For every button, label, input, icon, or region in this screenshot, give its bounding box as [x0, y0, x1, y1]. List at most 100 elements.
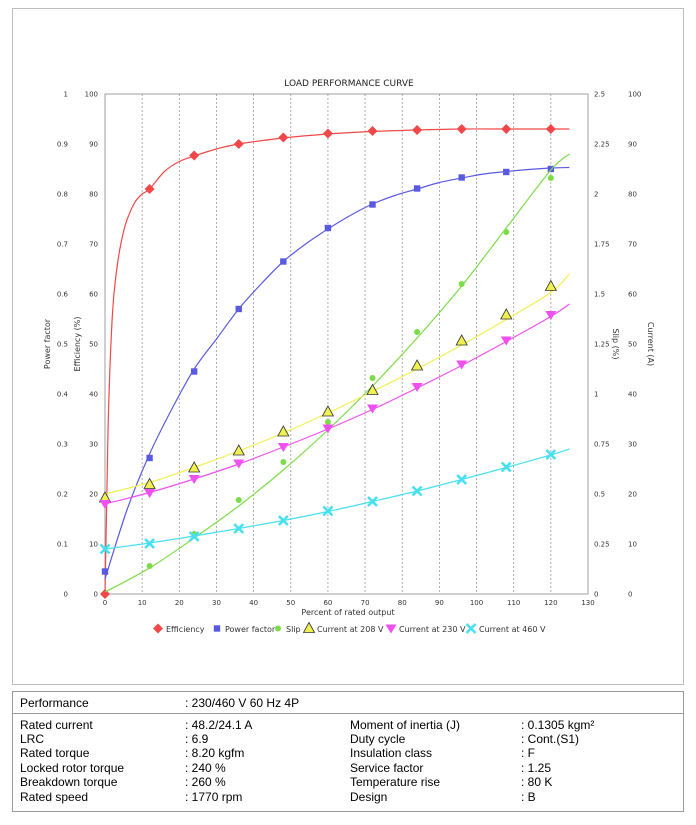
chart-frame: [12, 8, 684, 685]
series-current-at-230-v: [99, 303, 570, 509]
current-tick-label: 80: [628, 191, 637, 199]
power-factor-tick-label: 0.9: [57, 141, 68, 149]
spec-value: : 6.9: [185, 732, 209, 746]
legend-label: Slip: [286, 625, 301, 634]
spec-label: Breakdown torque: [20, 775, 118, 789]
efficiency-tick-label: 50: [89, 341, 98, 349]
current-axis-label: Current (A): [646, 322, 655, 366]
efficiency-point: [189, 150, 200, 161]
power-factor-tick-label: 0.4: [57, 391, 69, 399]
power-factor-point: [413, 185, 421, 192]
power-factor-point: [146, 454, 153, 462]
efficiency-tick-label: 100: [85, 91, 98, 99]
efficiency-point: [233, 139, 244, 149]
current-at-460-v-point: [367, 496, 378, 507]
spec-label: Insulation class: [350, 746, 433, 760]
x-tick-label: 50: [286, 599, 295, 607]
efficiency-point: [412, 125, 423, 135]
slip-tick-label: 0.25: [594, 541, 610, 549]
slip-axis-label: Slip (%): [611, 329, 620, 360]
power-factor-tick-label: 0.5: [57, 341, 68, 349]
current-at-460-v-point: [411, 485, 423, 497]
efficiency-tick-label: 60: [89, 291, 98, 299]
spec-label: Rated torque: [20, 746, 90, 760]
spec-header-row: Performance : 230/460 V 60 Hz 4P: [13, 692, 683, 714]
slip-tick-label: 1.5: [594, 291, 605, 299]
x-tick-label: 100: [470, 599, 483, 607]
x-tick-label: 70: [361, 599, 370, 607]
series-current-at-460-v: [99, 448, 570, 555]
power-factor-point: [503, 168, 510, 176]
legend-marker: [213, 625, 221, 632]
slip-point: [280, 459, 287, 465]
legend-marker: [153, 623, 163, 634]
x-tick-label: 60: [323, 599, 332, 607]
efficiency-tick-label: 30: [89, 441, 98, 449]
efficiency-point: [100, 589, 110, 599]
efficiency-tick-label: 40: [89, 391, 98, 399]
slip-tick-label: 2.5: [594, 91, 605, 99]
efficiency-tick-label: 20: [89, 491, 98, 499]
spec-label: Design: [350, 790, 388, 804]
current-at-460-v-point: [277, 515, 289, 526]
current-at-230-v-point: [500, 336, 512, 346]
slip-point: [146, 563, 153, 569]
power-factor-tick-label: 0.2: [57, 491, 68, 499]
current-tick-label: 70: [628, 241, 637, 249]
slip-tick-label: 2.25: [594, 141, 610, 149]
spec-label: Locked rotor torque: [20, 761, 125, 775]
efficiency-point: [545, 124, 556, 134]
power-factor-point: [235, 305, 242, 313]
current-at-230-v-line: [104, 303, 570, 505]
current-tick-label: 60: [628, 291, 637, 299]
x-tick-label: 90: [435, 599, 444, 607]
current-at-208-v-point: [143, 477, 156, 489]
power-factor-tick-label: 0.6: [57, 291, 69, 299]
legend-item-power-factor: Power factor: [213, 625, 276, 634]
legend-item-current-at-460-v: Current at 460 V: [465, 623, 546, 634]
series-current-at-208-v: [98, 273, 570, 503]
current-at-230-v-point: [188, 475, 200, 484]
current-at-208-v-point: [321, 405, 335, 417]
x-tick-label: 120: [544, 599, 557, 607]
current-at-460-v-point: [545, 449, 557, 460]
efficiency-axis-label: Efficiency (%): [73, 317, 82, 372]
current-at-208-v-point: [187, 461, 201, 473]
current-at-230-v-point: [456, 360, 468, 370]
current-at-230-v-point: [367, 404, 379, 414]
power-factor-tick-label: 0: [64, 591, 68, 599]
current-tick-label: 50: [628, 341, 637, 349]
current-at-230-v-point: [233, 459, 245, 469]
efficiency-point: [456, 124, 467, 134]
spec-label: Duty cycle: [350, 732, 406, 746]
spec-value: : 260 %: [185, 775, 226, 789]
legend-label: Efficiency: [166, 625, 205, 634]
x-axis-label: Percent of rated output: [301, 608, 394, 617]
current-at-208-v-point: [544, 279, 558, 291]
current-at-230-v-point: [322, 424, 334, 434]
efficiency-point: [144, 184, 155, 194]
legend-marker: [465, 623, 477, 634]
current-at-460-v-point: [322, 505, 334, 517]
series-power-factor: [101, 165, 570, 580]
spec-value: : 1.25: [521, 761, 552, 775]
current-at-208-v-point: [500, 308, 513, 320]
current-tick-label: 90: [628, 141, 637, 149]
slip-point: [235, 497, 242, 503]
legend-item-slip: Slip: [275, 625, 301, 634]
current-at-208-v-point: [277, 425, 290, 437]
legend-label: Power factor: [225, 625, 276, 634]
legend-item-current-at-208-v: Current at 208 V: [302, 621, 384, 634]
x-tick-label: 80: [398, 599, 407, 607]
power-factor-line: [104, 166, 570, 580]
spec-value: : B: [521, 790, 536, 804]
chart-title: LOAD PERFORMANCE CURVE: [284, 79, 414, 89]
x-tick-label: 130: [581, 599, 594, 607]
x-tick-label: 20: [175, 599, 184, 607]
spec-label: Moment of inertia (J): [350, 718, 461, 732]
current-at-230-v-point: [545, 311, 557, 320]
current-at-460-v-point: [99, 543, 111, 555]
power-factor-tick-label: 0.3: [57, 441, 68, 449]
power-factor-point: [324, 224, 332, 232]
slip-tick-label: 1.25: [594, 341, 610, 349]
